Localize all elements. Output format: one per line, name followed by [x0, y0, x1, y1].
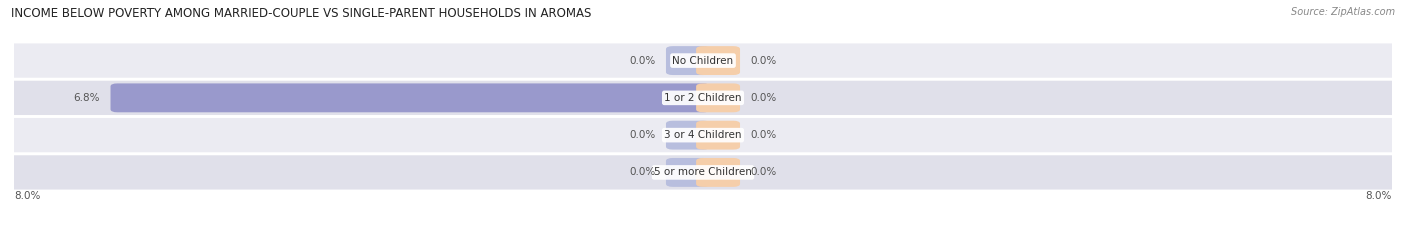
Text: Source: ZipAtlas.com: Source: ZipAtlas.com [1291, 7, 1395, 17]
FancyBboxPatch shape [696, 83, 740, 112]
FancyBboxPatch shape [666, 46, 710, 75]
FancyBboxPatch shape [10, 155, 1396, 190]
FancyBboxPatch shape [696, 46, 740, 75]
Text: INCOME BELOW POVERTY AMONG MARRIED-COUPLE VS SINGLE-PARENT HOUSEHOLDS IN AROMAS: INCOME BELOW POVERTY AMONG MARRIED-COUPL… [11, 7, 592, 20]
FancyBboxPatch shape [10, 118, 1396, 152]
FancyBboxPatch shape [111, 83, 710, 112]
Text: 3 or 4 Children: 3 or 4 Children [664, 130, 742, 140]
Text: 0.0%: 0.0% [630, 56, 655, 65]
Text: 1 or 2 Children: 1 or 2 Children [664, 93, 742, 103]
FancyBboxPatch shape [696, 158, 740, 187]
Text: 0.0%: 0.0% [630, 168, 655, 177]
Text: No Children: No Children [672, 56, 734, 65]
FancyBboxPatch shape [666, 158, 710, 187]
FancyBboxPatch shape [696, 121, 740, 150]
Text: 5 or more Children: 5 or more Children [654, 168, 752, 177]
Text: 0.0%: 0.0% [751, 56, 776, 65]
Text: 0.0%: 0.0% [751, 130, 776, 140]
Text: 8.0%: 8.0% [14, 191, 41, 201]
Text: 0.0%: 0.0% [751, 93, 776, 103]
Legend: Married Couples, Single Parents: Married Couples, Single Parents [595, 230, 811, 233]
Text: 6.8%: 6.8% [73, 93, 100, 103]
FancyBboxPatch shape [10, 81, 1396, 115]
Text: 8.0%: 8.0% [1365, 191, 1392, 201]
Text: 0.0%: 0.0% [751, 168, 776, 177]
Text: 0.0%: 0.0% [630, 130, 655, 140]
FancyBboxPatch shape [666, 121, 710, 150]
FancyBboxPatch shape [10, 43, 1396, 78]
